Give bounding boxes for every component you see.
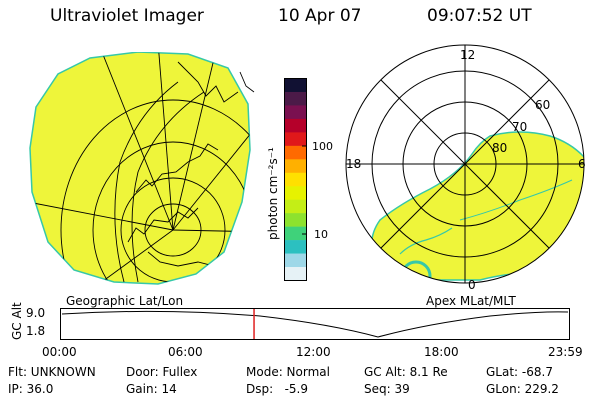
altitude-axis-label: GC Alt <box>10 302 24 340</box>
geographic-image <box>29 52 255 285</box>
colorbar-segment <box>284 253 307 268</box>
mlt-label-18: 18 <box>346 157 362 171</box>
colorbar-segment <box>284 105 307 120</box>
time-tick-1800: 18:00 <box>424 345 459 359</box>
altitude-tick-high: 9.0 <box>26 306 46 320</box>
mlt-label-0: 0 <box>468 278 476 292</box>
gain-info: Gain: 14 <box>126 382 177 396</box>
gc-alt-info: GC Alt: 8.1 Re <box>364 365 448 379</box>
glon-info: GLon: 229.2 <box>486 382 559 396</box>
time-tick-2359: 23:59 <box>548 345 583 359</box>
time-label: 09:07:52 UT <box>427 6 532 26</box>
colorbar-tick-10: 10 <box>314 228 328 241</box>
time-tick-1200: 12:00 <box>296 345 331 359</box>
colorbar-segment <box>284 172 307 187</box>
colorbar-segment <box>284 118 307 133</box>
ip-info: IP: 36.0 <box>8 382 54 396</box>
glat-info: GLat: -68.7 <box>486 365 553 379</box>
seq-info: Seq: 39 <box>364 382 410 396</box>
mode-info: Mode: Normal <box>246 365 330 379</box>
dsp-info: Dsp: -5.9 <box>246 382 309 396</box>
colorbar-segment <box>284 91 307 106</box>
date-label: 10 Apr 07 <box>278 6 362 26</box>
colorbar-unit-label: photon cm⁻²s⁻¹ <box>266 147 280 240</box>
mlt-label-12: 12 <box>460 48 476 62</box>
colorbar-segment <box>284 213 307 227</box>
time-tick-0600: 06:00 <box>168 345 203 359</box>
colorbar-segment <box>284 199 307 214</box>
time-tick-0000: 00:00 <box>42 345 77 359</box>
colorbar-segment <box>284 145 307 160</box>
colorbar-segment <box>284 132 307 147</box>
apex-label: Apex MLat/MLT <box>426 294 516 308</box>
mlat-label-60: 60 <box>535 98 551 112</box>
mlat-label-80: 80 <box>492 141 508 155</box>
polar-plot <box>345 44 585 284</box>
geographic-label: Geographic Lat/Lon <box>66 294 184 308</box>
altitude-plot <box>60 308 570 340</box>
mlat-label-70: 70 <box>512 120 528 134</box>
flight-info: Flt: UNKNOWN <box>8 365 96 379</box>
altitude-tick-low: 1.8 <box>26 324 46 338</box>
colorbar-segment <box>284 226 307 241</box>
colorbar-segment <box>284 78 307 93</box>
instrument-title: Ultraviolet Imager <box>50 6 204 26</box>
colorbar-tick-100: 100 <box>312 140 333 153</box>
colorbar-segment <box>284 267 307 281</box>
colorbar-segment <box>284 159 307 174</box>
color-scale-bar <box>284 78 307 281</box>
colorbar-segment <box>284 240 307 254</box>
door-info: Door: Fullex <box>126 365 198 379</box>
auroral-oval <box>370 131 584 281</box>
mlt-label-6: 6 <box>578 157 586 171</box>
colorbar-segment <box>284 186 307 200</box>
